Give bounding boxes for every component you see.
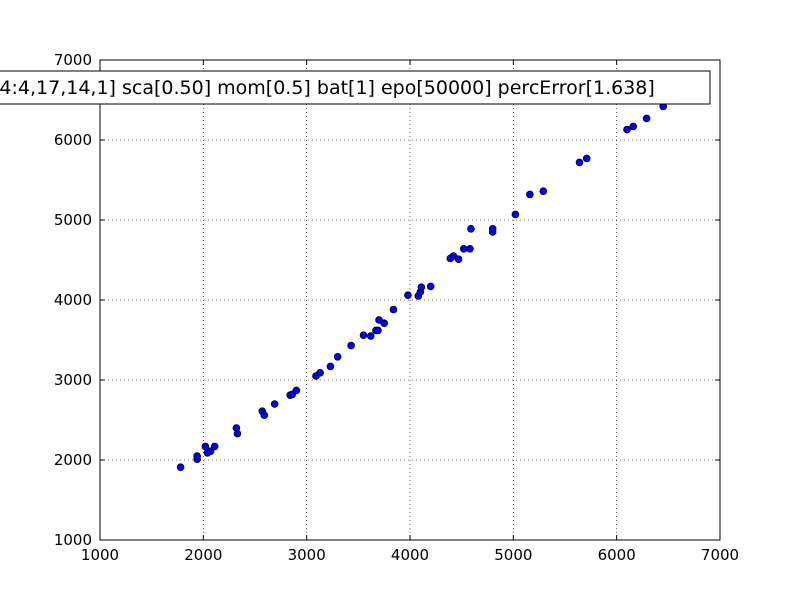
y-tick-label: 1000	[54, 531, 92, 549]
data-point	[575, 158, 584, 167]
data-point	[206, 447, 215, 456]
data-point	[466, 245, 474, 253]
data-point	[193, 452, 201, 460]
data-point	[404, 291, 412, 300]
data-point	[454, 255, 463, 264]
x-tick-label: 4000	[391, 546, 429, 564]
x-tick-label: 2000	[184, 546, 222, 564]
data-point	[316, 368, 324, 377]
y-tick-label: 6000	[54, 131, 92, 149]
data-point	[380, 319, 388, 328]
data-point	[359, 331, 368, 340]
title-box: [4:4,17,14,1] sca[0.50] mom[0.5] bat[1] …	[0, 70, 711, 105]
data-points	[176, 102, 667, 472]
x-tick-label: 3000	[288, 546, 326, 564]
data-point	[642, 114, 651, 123]
x-tick-label: 7000	[701, 546, 739, 564]
data-point	[467, 225, 475, 233]
title-box-border	[0, 70, 711, 105]
data-point	[292, 386, 301, 395]
data-point	[426, 282, 435, 291]
data-point	[210, 442, 219, 451]
x-tick-label: 6000	[598, 546, 636, 564]
data-point	[333, 352, 342, 361]
axis-ticks	[99, 59, 721, 541]
data-point	[629, 122, 637, 131]
data-point	[233, 429, 242, 438]
data-point	[539, 187, 548, 196]
y-tick-label: 4000	[54, 291, 92, 309]
data-point	[374, 326, 382, 335]
x-tick-label: 5000	[494, 546, 532, 564]
data-point	[623, 125, 631, 134]
data-point	[260, 411, 269, 420]
x-tick-label: 1000	[81, 546, 119, 564]
data-point	[347, 341, 355, 350]
data-point	[270, 400, 279, 408]
chart-title: [4:4,17,14,1] sca[0.50] mom[0.5] bat[1] …	[0, 77, 655, 99]
y-tick-labels: 1000 2000 3000 4000 5000 6000 7000	[54, 51, 92, 549]
x-tick-labels: 1000 2000 3000 4000 5000 6000 7000	[81, 546, 739, 564]
y-tick-label: 3000	[54, 371, 92, 389]
data-point	[417, 283, 426, 292]
data-point	[582, 154, 591, 163]
y-tick-label: 2000	[54, 451, 92, 469]
y-tick-label: 7000	[54, 51, 92, 69]
data-point	[326, 362, 335, 371]
data-point	[526, 190, 534, 199]
data-point	[488, 225, 497, 233]
data-point	[511, 210, 520, 219]
data-point	[459, 245, 468, 253]
data-point	[176, 463, 185, 472]
data-point	[389, 305, 398, 314]
y-tick-label: 5000	[54, 211, 92, 229]
data-point	[366, 332, 375, 340]
